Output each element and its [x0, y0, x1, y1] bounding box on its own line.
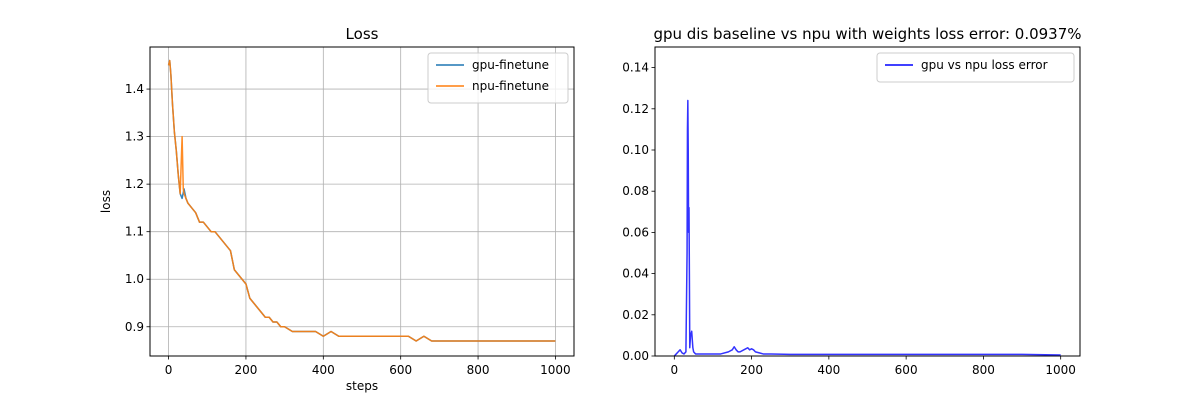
y-tick-label-2: 1.1 [125, 225, 144, 239]
y-tick-label-0: 0.9 [125, 320, 144, 334]
x-tick-label-5: 1000 [540, 363, 571, 377]
loss-plot-x-axis-label: steps [346, 379, 378, 393]
y-tick-label-2: 0.04 [622, 267, 649, 281]
x-tick-label-0: 0 [165, 363, 173, 377]
y-tick-label-5: 1.4 [125, 82, 144, 96]
error-plot-frame [654, 46, 1081, 357]
x-tick-label-1: 200 [740, 363, 763, 377]
error-plot: 0 200 400 600 800 1000 0.00 0.02 0.04 0.06 0.08 0.1… [622, 25, 1081, 377]
y-tick-label-6: 0.12 [622, 102, 649, 116]
y-tick-label-5: 0.10 [622, 143, 649, 157]
legend-label-npu-finetune: npu-finetune [472, 79, 549, 93]
loss-plot-legend: gpu-finetune npu-finetune [427, 52, 569, 104]
legend-label-gpu-vs-npu-loss-error: gpu vs npu loss error [921, 58, 1048, 72]
series-line-npu-finetune [167, 59, 556, 342]
y-tick-label-1: 1.0 [125, 272, 144, 286]
loss-plot-y-axis-label: loss [99, 190, 113, 213]
error-plot-legend-box [876, 52, 1075, 83]
x-tick-label-2: 400 [312, 363, 335, 377]
loss-plot-frame [149, 46, 575, 357]
loss-plot: 0 200 400 600 800 1000 0.9 1.0 1.1 1.2 1.3 1.4 Loss… [99, 25, 575, 393]
x-tick-label-2: 400 [817, 363, 840, 377]
y-tick-label-1: 0.02 [622, 308, 649, 322]
x-tick-label-0: 0 [670, 363, 678, 377]
x-tick-label-3: 600 [895, 363, 918, 377]
y-tick-label-3: 0.06 [622, 225, 649, 239]
y-tick-label-7: 0.14 [622, 61, 649, 75]
x-tick-label-1: 200 [234, 363, 257, 377]
loss-plot-title: Loss [346, 25, 379, 43]
loss-plot-series [167, 59, 556, 342]
y-tick-label-0: 0.00 [622, 349, 649, 363]
x-tick-label-5: 1000 [1045, 363, 1076, 377]
error-plot-series [673, 99, 1061, 357]
y-tick-label-4: 0.08 [622, 184, 649, 198]
error-plot-ticks: 0 200 400 600 800 1000 0.00 0.02 0.04 0.06 0.08 0.1… [622, 61, 1076, 377]
error-plot-legend: gpu vs npu loss error [876, 52, 1075, 83]
x-tick-label-4: 800 [972, 363, 995, 377]
legend-label-gpu-finetune: gpu-finetune [472, 58, 549, 72]
series-line-gpu-vs-npu-loss-error [673, 99, 1061, 357]
y-tick-label-3: 1.2 [125, 177, 144, 191]
x-tick-label-4: 800 [467, 363, 490, 377]
error-plot-title: gpu dis baseline vs npu with weights los… [653, 25, 1081, 43]
y-tick-label-4: 1.3 [125, 130, 144, 144]
x-tick-label-3: 600 [389, 363, 412, 377]
loss-plot-ticks: 0 200 400 600 800 1000 0.9 1.0 1.1 1.2 1.3 1.4 [125, 82, 571, 377]
